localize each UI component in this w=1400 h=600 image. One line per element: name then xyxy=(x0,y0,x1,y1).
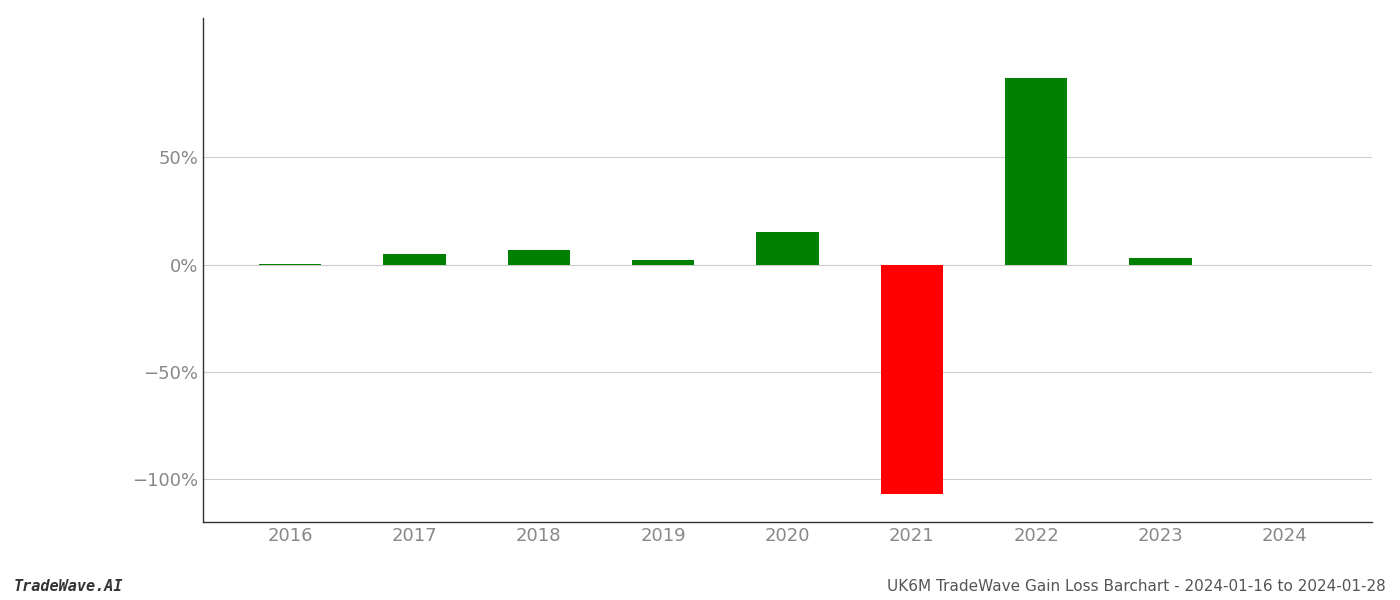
Bar xyxy=(1005,78,1067,265)
Bar xyxy=(756,232,819,265)
Text: UK6M TradeWave Gain Loss Barchart - 2024-01-16 to 2024-01-28: UK6M TradeWave Gain Loss Barchart - 2024… xyxy=(888,579,1386,594)
Bar xyxy=(259,263,321,265)
Bar xyxy=(508,250,570,265)
Bar xyxy=(881,265,944,494)
Text: TradeWave.AI: TradeWave.AI xyxy=(14,579,123,594)
Bar xyxy=(384,254,445,265)
Bar xyxy=(631,260,694,265)
Bar xyxy=(1130,258,1191,265)
